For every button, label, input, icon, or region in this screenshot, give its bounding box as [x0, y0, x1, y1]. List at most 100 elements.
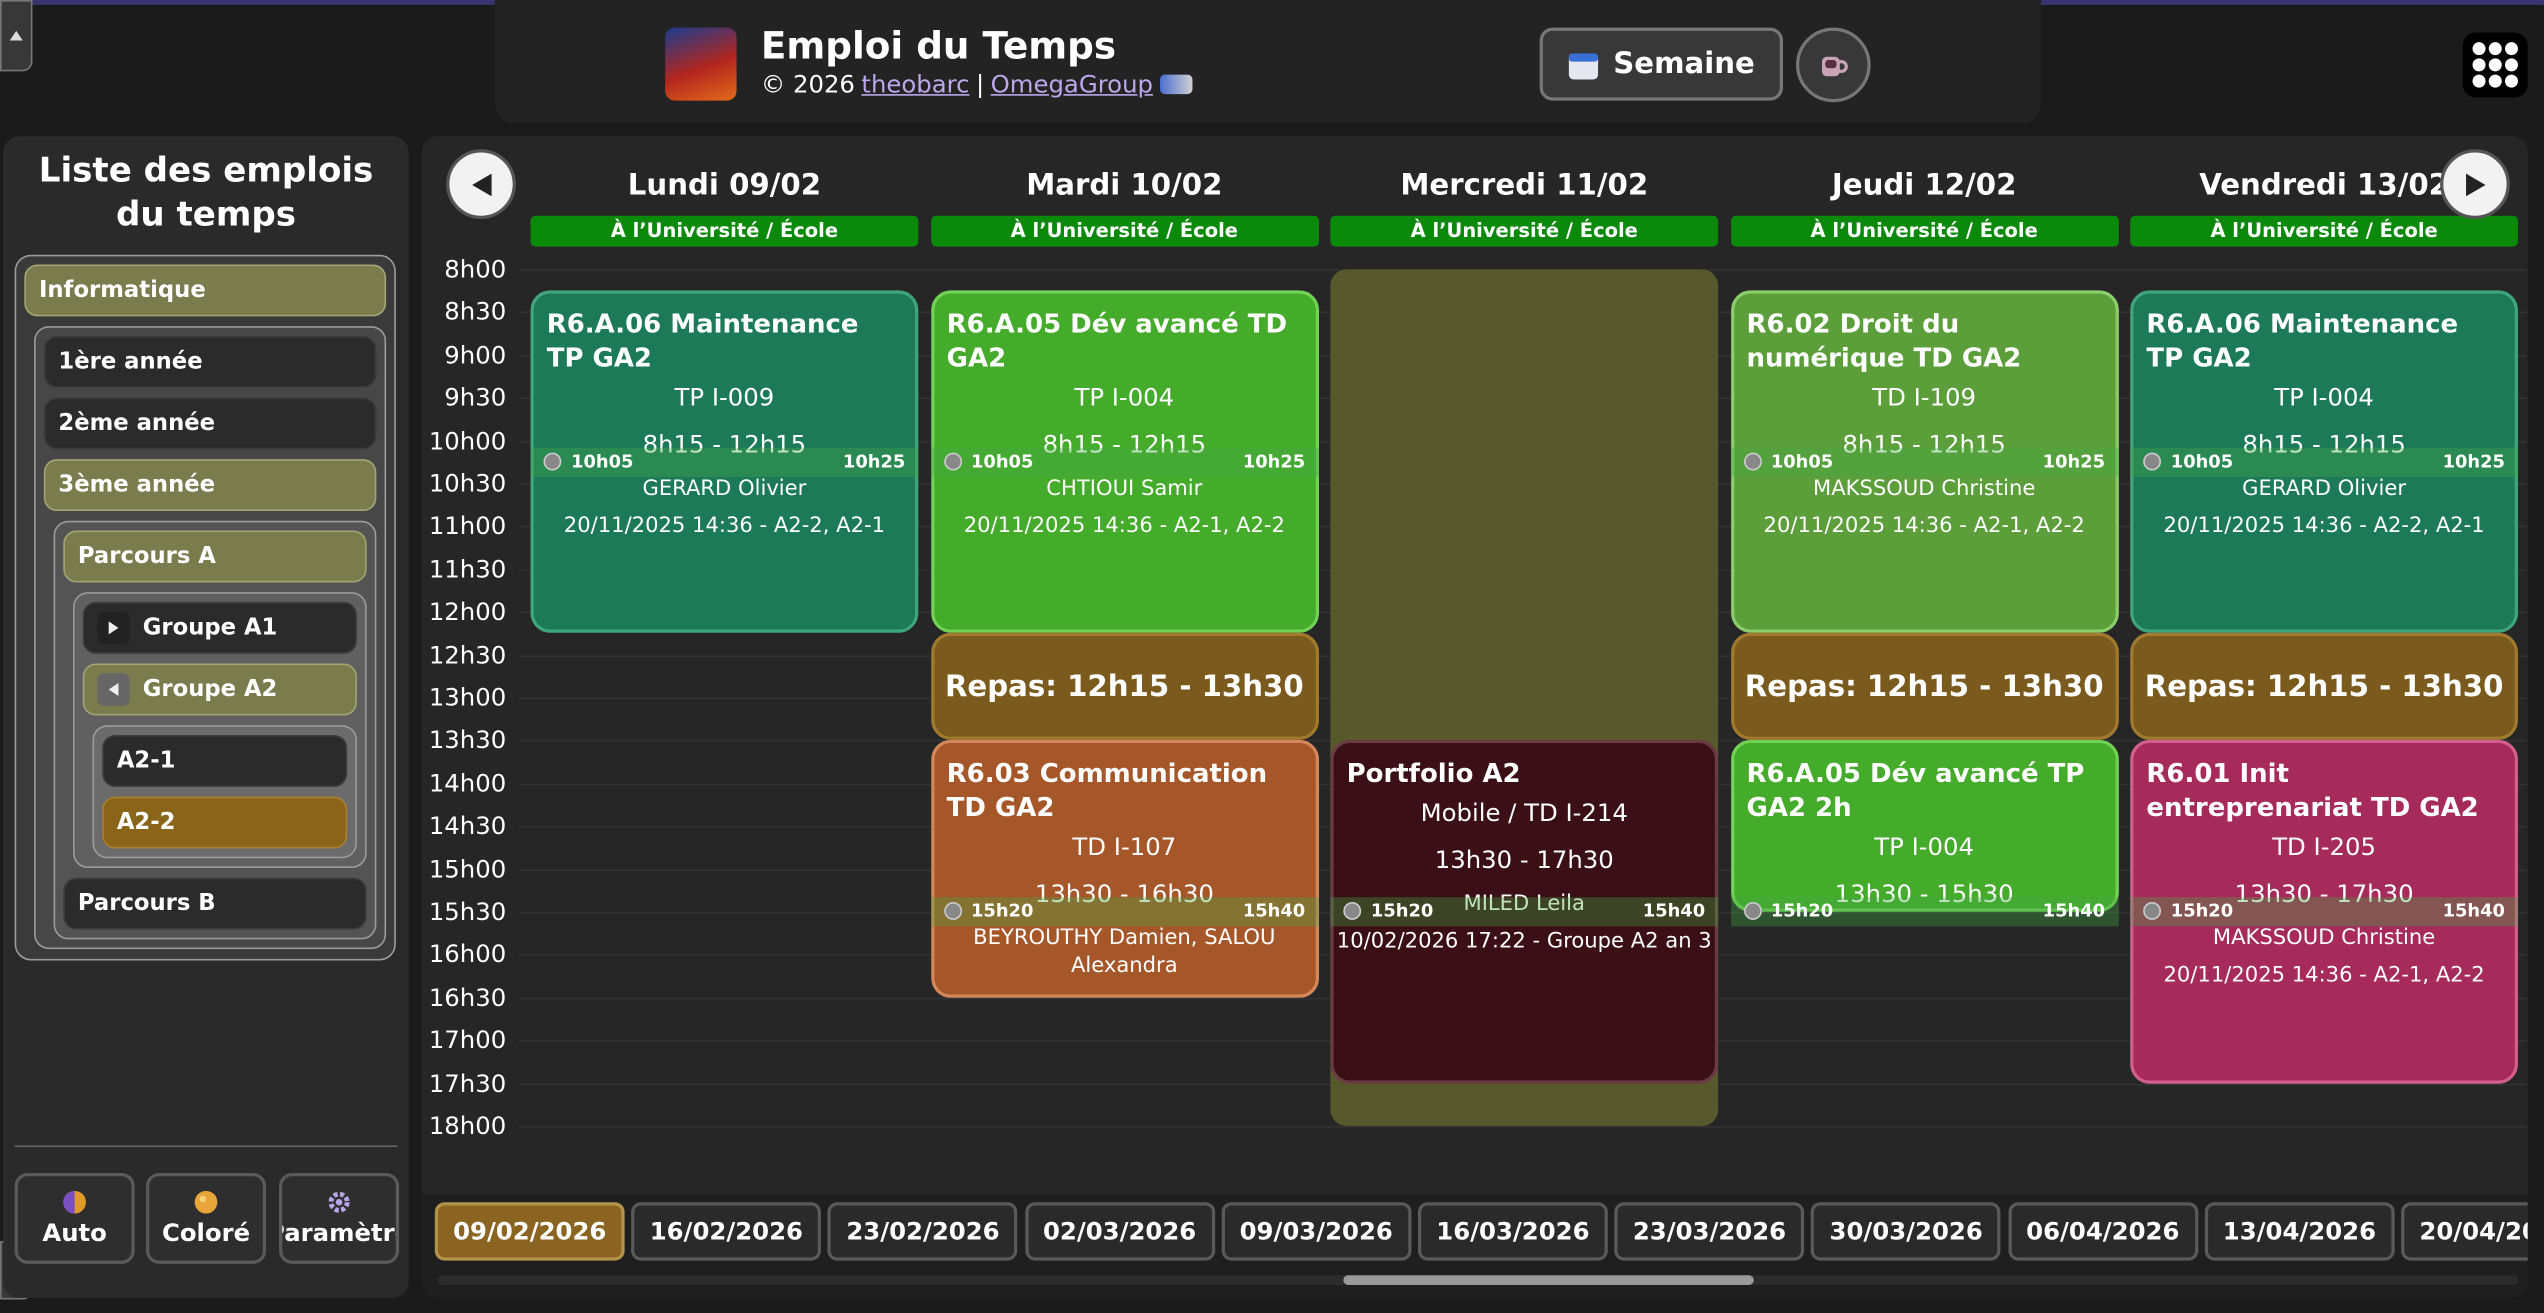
break-start: 10h05	[971, 451, 1034, 473]
right-arrow-icon	[2465, 172, 2485, 196]
time-label: 12h00	[428, 597, 507, 627]
event-card[interactable]: R6.A.06 Maintenance TP GA2 TP I-009 8h15 -…	[530, 290, 919, 634]
meal-block[interactable]: Repas: 12h15 - 13h30	[930, 633, 1319, 741]
event-teacher: GERARD Olivier	[642, 477, 807, 502]
event-teacher: MAKSSOUD Christine	[1813, 477, 2036, 502]
tree-item[interactable]: Groupe A2	[82, 663, 357, 716]
week-tab[interactable]: 23/02/2026	[828, 1202, 1018, 1261]
tree-item[interactable]: 3ème année	[43, 459, 377, 512]
break-end: 15h40	[1642, 901, 1706, 923]
mode-button[interactable]: Auto	[14, 1172, 135, 1264]
break-dot	[2143, 453, 2162, 471]
meal-block[interactable]: Repas: 12h15 - 13h30	[2130, 633, 2518, 741]
view-button-label: Semaine	[1613, 47, 1755, 82]
week-tab[interactable]: 13/04/2026	[2204, 1202, 2395, 1261]
tree-toggle[interactable]	[97, 611, 130, 645]
event-card[interactable]: R6.02 Droit du numérique TD GA2 TD I-109 8…	[1730, 290, 2119, 634]
break-band: 15h20 15h40	[930, 897, 1319, 927]
time-label: 10h30	[428, 468, 507, 499]
break-start: 15h20	[971, 901, 1034, 923]
view-button[interactable]: Semaine	[1539, 27, 1784, 101]
tree-group: Groupe A1 Groupe A2 A2-1 A2-2	[73, 592, 367, 868]
event-room: TD I-109	[1872, 383, 1977, 413]
event-room: TP I-004	[1074, 383, 1175, 413]
organization-logo	[1159, 74, 1192, 95]
theme-button[interactable]	[1795, 27, 1871, 103]
tree-label: 1ère année	[58, 348, 203, 375]
event-room: TP I-009	[674, 383, 775, 413]
author-link[interactable]: theobarc	[861, 69, 970, 99]
break-end: 15h40	[1242, 901, 1306, 923]
event-card[interactable]: R6.A.06 Maintenance TP GA2 TP I-004 8h15 -…	[2130, 290, 2518, 634]
meal-block[interactable]: Repas: 12h15 - 13h30	[1730, 633, 2119, 741]
left-arrow-icon	[471, 172, 491, 196]
sidebar-title: Liste des emplois du temps	[38, 150, 374, 234]
event-card[interactable]: R6.A.05 Dév avancé TP GA2 2h TP I-004 13h3…	[1730, 740, 2119, 912]
grid-icon	[2472, 42, 2518, 88]
week-tab[interactable]: 30/03/2026	[1811, 1202, 2002, 1261]
organization-link[interactable]: OmegaGroup	[990, 69, 1153, 99]
time-label: 15h00	[428, 854, 507, 884]
week-tab[interactable]: 09/03/2026	[1221, 1202, 1412, 1261]
week-tab[interactable]: 06/04/2026	[2007, 1202, 2198, 1261]
break-end: 10h25	[2042, 451, 2106, 473]
tree-item[interactable]: Parcours A	[63, 530, 367, 583]
time-label: 9h30	[444, 383, 507, 413]
meal-label: Repas: 12h15 - 13h30	[2144, 669, 2504, 704]
event-time: 13h30 - 16h30	[1034, 879, 1214, 910]
mode-button[interactable]: Coloré	[146, 1172, 267, 1264]
time-label: 16h30	[428, 982, 507, 1013]
week-tab[interactable]: 09/02/2026	[434, 1202, 625, 1261]
break-band: 10h05 10h25	[2130, 447, 2518, 477]
tree-item[interactable]: Groupe A1	[82, 601, 357, 654]
day-header: Vendredi 13/02	[2199, 168, 2449, 203]
event-updated: 20/11/2025 14:36 - A2-1, A2-2	[963, 514, 1285, 539]
break-start: 10h05	[2170, 451, 2234, 473]
event-card[interactable]: Portfolio A2 Mobile / TD I-214 13h30 - 17h…	[1330, 740, 1719, 1084]
tree-item[interactable]: A2-2	[102, 796, 348, 849]
week-tabs: 09/02/2026 16/02/2026 23/02/2026 02/03/2026…	[428, 0, 2528, 1313]
week-tab[interactable]: 02/03/2026	[1024, 1202, 1215, 1261]
tree-item[interactable]: A2-1	[102, 734, 348, 787]
event-card[interactable]: R6.01 Init entreprenariat TD GA2 TD I-205…	[2130, 740, 2518, 1084]
week-tab[interactable]: 23/03/2026	[1614, 1202, 1805, 1261]
tree-toggle[interactable]	[97, 673, 130, 706]
tree-label: Parcours B	[77, 890, 216, 917]
week-tab[interactable]: 20/04/2026	[2401, 1202, 2528, 1261]
mode-button[interactable]: Paramètre	[279, 1172, 400, 1264]
event-card[interactable]: R6.A.05 Dév avancé TD GA2 TP I-004 8h15 - …	[930, 290, 1319, 634]
time-label: 13h30	[428, 725, 507, 756]
app-title: Emploi du Temps	[760, 25, 1117, 69]
tree-item[interactable]: 2ème année	[43, 397, 377, 450]
scrollbar-thumb[interactable]	[1343, 1275, 1754, 1285]
mode-label: Coloré	[161, 1218, 251, 1248]
break-band: 10h05 10h25	[530, 447, 919, 477]
event-title: R6.01 Init entreprenariat TD GA2	[2146, 758, 2479, 824]
next-week-button[interactable]	[2440, 149, 2510, 220]
tree-item[interactable]: 1ère année	[43, 335, 377, 388]
tree-label: 3ème année	[58, 472, 216, 499]
event-title: R6.A.06 Maintenance TP GA2	[546, 308, 859, 374]
previous-week-button[interactable]	[446, 149, 516, 220]
tree-item[interactable]: Informatique	[24, 264, 387, 317]
event-title: R6.A.06 Maintenance TP GA2	[2146, 308, 2459, 374]
tree-label: A2-2	[116, 809, 176, 836]
menu-button[interactable]	[2462, 32, 2528, 98]
week-tab[interactable]: 16/03/2026	[1417, 1202, 1608, 1261]
logo[interactable]	[665, 27, 737, 101]
time-label: 14h30	[428, 811, 507, 841]
tree-group: A2-1 A2-2	[92, 725, 357, 859]
event-card[interactable]: R6.03 Communication TD GA2 TD I-107 13h30 …	[930, 740, 1319, 998]
tree-item[interactable]: Parcours B	[63, 877, 367, 930]
break-dot	[943, 453, 962, 471]
week-tab[interactable]: 16/02/2026	[631, 1202, 822, 1261]
time-label: 18h00	[428, 1111, 507, 1141]
mode-label: Auto	[42, 1218, 107, 1248]
collapse-top-button[interactable]	[0, 0, 33, 72]
subtitle: © 2026 theobarc | OmegaGroup	[761, 70, 1192, 99]
tree-arrow	[108, 621, 119, 635]
day-header: Mercredi 11/02	[1400, 168, 1649, 203]
time-label: 8h00	[444, 254, 507, 284]
